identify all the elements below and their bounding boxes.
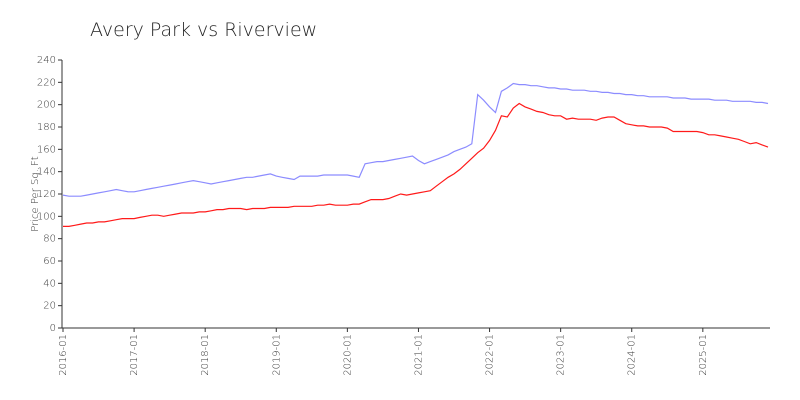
x-tick-label: 2017-01: [129, 334, 140, 376]
series-line: [62, 82, 769, 197]
x-tick-label: 2025-01: [698, 334, 709, 376]
y-tick-label: 120: [37, 189, 56, 200]
y-tick-label: 60: [43, 256, 56, 267]
y-axis-label: Price Per Sq. Ft: [30, 156, 41, 231]
x-tick-label: 2023-01: [556, 334, 567, 376]
series-line: [63, 102, 769, 227]
y-tick-label: 140: [37, 167, 56, 178]
x-tick-label: 2021-01: [413, 334, 424, 376]
y-tick-label: 0: [50, 323, 56, 334]
x-tick-label: 2024-01: [627, 334, 638, 376]
y-tick-label: 80: [43, 234, 56, 245]
x-tick-label: 2019-01: [271, 334, 282, 376]
x-tick-label: 2020-01: [342, 334, 353, 376]
y-tick-label: 200: [37, 100, 56, 111]
y-tick-label: 100: [37, 211, 56, 222]
y-tick-label: 220: [37, 77, 56, 88]
y-tick-label: 160: [37, 144, 56, 155]
y-tick-label: 40: [43, 278, 56, 289]
x-tick-label: 2016-01: [58, 334, 69, 376]
y-tick-label: 180: [37, 122, 56, 133]
chart-title: Avery Park vs Riverview: [90, 19, 317, 41]
y-tick-label: 240: [37, 55, 56, 66]
x-tick-label: 2018-01: [200, 334, 211, 376]
x-tick-label: 2022-01: [485, 334, 496, 376]
y-tick-label: 20: [43, 301, 56, 312]
